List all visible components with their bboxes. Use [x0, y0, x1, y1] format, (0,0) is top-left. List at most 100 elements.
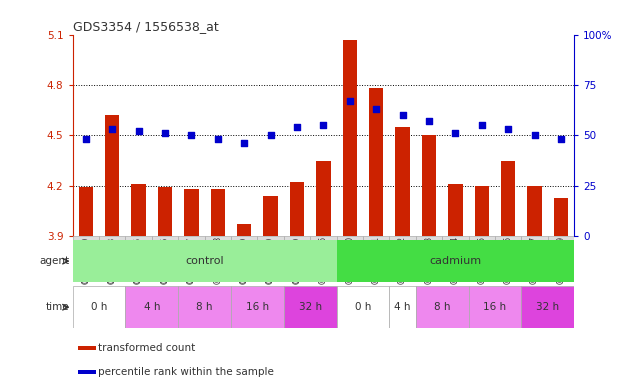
Text: GSM251686: GSM251686 [319, 236, 328, 282]
Bar [257, 236, 284, 240]
Bar [284, 286, 336, 328]
Text: GSM251623: GSM251623 [425, 236, 433, 282]
Bar [126, 236, 152, 240]
Text: 0 h: 0 h [355, 302, 371, 312]
Bar [73, 236, 99, 240]
Bar [343, 40, 357, 236]
Text: GSM251626: GSM251626 [504, 236, 513, 282]
Text: GSM251640: GSM251640 [266, 236, 275, 283]
Bar [316, 161, 331, 236]
Bar [396, 127, 410, 236]
Text: 0 h: 0 h [91, 302, 107, 312]
Text: 16 h: 16 h [246, 302, 269, 312]
Text: 4 h: 4 h [394, 302, 411, 312]
Point [503, 126, 513, 132]
Point [371, 106, 381, 112]
Bar [469, 286, 521, 328]
Text: GSM251621: GSM251621 [372, 236, 380, 282]
Bar [469, 236, 495, 240]
Point [160, 130, 170, 136]
Bar [204, 236, 231, 240]
Point [398, 112, 408, 118]
Bar [521, 236, 548, 240]
Bar [501, 161, 516, 236]
Bar [448, 184, 463, 236]
Bar [231, 286, 284, 328]
Text: GSM251630: GSM251630 [81, 236, 90, 283]
Bar [369, 88, 384, 236]
Text: percentile rank within the sample: percentile rank within the sample [98, 366, 273, 377]
Bar [284, 236, 310, 240]
Text: GDS3354 / 1556538_at: GDS3354 / 1556538_at [73, 20, 218, 33]
Bar [73, 240, 336, 282]
Text: GSM251638: GSM251638 [213, 236, 222, 282]
Bar [99, 236, 126, 240]
Text: control: control [186, 256, 224, 266]
Text: GSM251635: GSM251635 [134, 236, 143, 283]
Text: GSM251639: GSM251639 [240, 236, 249, 283]
Text: GSM251622: GSM251622 [398, 236, 407, 282]
Bar [237, 224, 251, 236]
Text: time: time [46, 302, 69, 312]
Point [319, 122, 329, 128]
Point [424, 118, 434, 124]
Bar [389, 236, 416, 240]
Point [107, 126, 117, 132]
Bar [73, 286, 126, 328]
Point [345, 98, 355, 104]
Bar [336, 286, 389, 328]
Text: cadmium: cadmium [429, 256, 481, 266]
Text: GSM251620: GSM251620 [345, 236, 354, 282]
Text: transformed count: transformed count [98, 343, 195, 353]
Text: GSM251637: GSM251637 [187, 236, 196, 283]
Bar [131, 184, 146, 236]
Bar [422, 136, 436, 236]
Bar [389, 286, 416, 328]
Text: GSM251629: GSM251629 [557, 236, 565, 282]
Bar [475, 186, 489, 236]
Bar [184, 189, 199, 236]
Text: GSM251649: GSM251649 [293, 236, 302, 283]
Bar [336, 236, 363, 240]
Bar [495, 236, 521, 240]
Point [556, 136, 566, 142]
Point [529, 132, 540, 139]
Point [292, 124, 302, 131]
Point [81, 136, 91, 142]
Bar [178, 236, 204, 240]
Point [477, 122, 487, 128]
Bar [528, 186, 542, 236]
Bar [158, 187, 172, 236]
Bar [78, 187, 93, 236]
Point [239, 140, 249, 146]
Text: GSM251625: GSM251625 [477, 236, 487, 282]
Bar [310, 236, 336, 240]
Text: GSM251633: GSM251633 [108, 236, 117, 283]
Bar [231, 236, 257, 240]
Point [213, 136, 223, 142]
Point [451, 130, 461, 136]
Bar [336, 240, 574, 282]
Text: 32 h: 32 h [298, 302, 322, 312]
Bar [78, 346, 96, 350]
Bar [416, 236, 442, 240]
Bar [554, 197, 569, 236]
Text: 32 h: 32 h [536, 302, 559, 312]
Bar [126, 286, 178, 328]
Point [266, 132, 276, 139]
Bar [416, 286, 469, 328]
Bar [290, 182, 304, 236]
Bar [211, 189, 225, 236]
Bar [178, 286, 231, 328]
Text: 8 h: 8 h [196, 302, 213, 312]
Bar [152, 236, 178, 240]
Bar [442, 236, 469, 240]
Text: 16 h: 16 h [483, 302, 507, 312]
Bar [521, 286, 574, 328]
Bar [548, 236, 574, 240]
Text: 8 h: 8 h [434, 302, 451, 312]
Point [186, 132, 196, 139]
Text: agent: agent [39, 256, 69, 266]
Text: GSM251636: GSM251636 [160, 236, 170, 283]
Point [134, 128, 144, 134]
